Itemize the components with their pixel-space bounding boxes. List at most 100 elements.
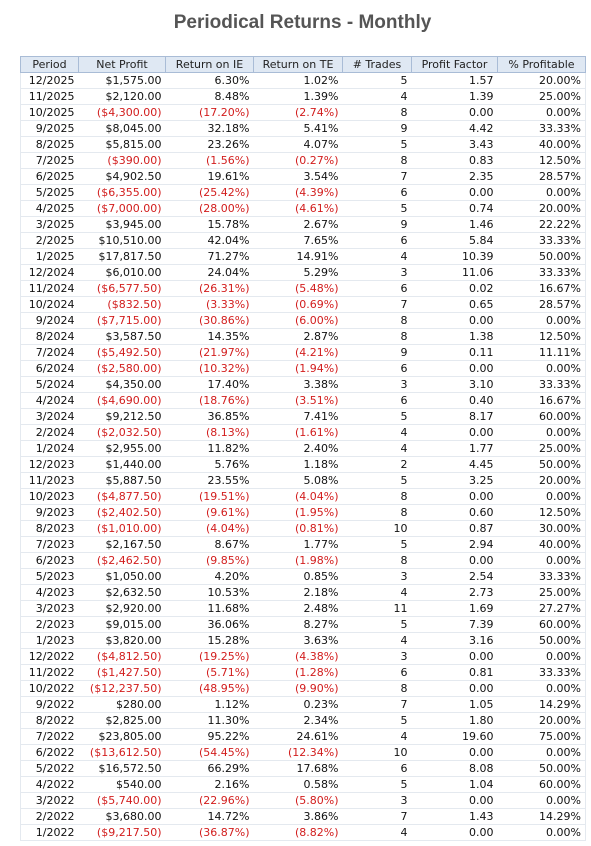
table-cell: (4.21%) — [253, 344, 343, 361]
table-cell: 0.23% — [253, 696, 343, 713]
table-cell: $10,510.00 — [78, 232, 166, 249]
table-cell: 17.68% — [253, 760, 343, 777]
table-cell: 36.06% — [165, 616, 254, 633]
table-cell: 25.00% — [497, 88, 586, 105]
table-cell: 40.00% — [497, 536, 586, 553]
table-cell: 14.35% — [165, 328, 254, 345]
table-cell: 6 — [342, 360, 412, 377]
table-cell: (9.85%) — [165, 552, 254, 569]
table-cell: 0.65 — [411, 296, 498, 313]
table-cell: 12/2024 — [20, 264, 79, 281]
table-cell: ($2,580.00) — [78, 360, 166, 377]
table-cell: 11/2022 — [20, 664, 79, 681]
table-cell: 4 — [342, 248, 412, 265]
table-row: 1/2023 $3,820.00 15.28% 3.63% 4 3.16 50.00% — [20, 632, 586, 649]
table-cell: 1.46 — [411, 216, 498, 233]
table-row: 2/2025 $10,510.00 42.04% 7.65% 6 5.84 33.33% — [20, 232, 586, 249]
table-cell: 30.00% — [497, 520, 586, 537]
table-cell: 8.08 — [411, 760, 498, 777]
table-cell: 11/2025 — [20, 88, 79, 105]
table-row: 1/2024 $2,955.00 11.82% 2.40% 4 1.77 25.00% — [20, 440, 586, 457]
table-cell: 5/2025 — [20, 184, 79, 201]
table-cell: $2,955.00 — [78, 440, 166, 457]
table-cell: 6/2025 — [20, 168, 79, 185]
table-cell: 1/2022 — [20, 824, 79, 841]
table-cell: 12/2022 — [20, 648, 79, 665]
table-cell: 3.16 — [411, 632, 498, 649]
table-cell: (48.95%) — [165, 680, 254, 697]
table-cell: 40.00% — [497, 136, 586, 153]
table-row: 8/2024 $3,587.50 14.35% 2.87% 8 1.38 12.50% — [20, 328, 586, 345]
table-cell: 1.77 — [411, 440, 498, 457]
table-cell: 60.00% — [497, 408, 586, 425]
table-cell: (5.48%) — [253, 280, 343, 297]
table-cell: 4.20% — [165, 568, 254, 585]
table-cell: 32.18% — [165, 120, 254, 137]
table-cell: 50.00% — [497, 760, 586, 777]
table-cell: 7.65% — [253, 232, 343, 249]
table-cell: 0.40 — [411, 392, 498, 409]
table-cell: 0.00% — [497, 648, 586, 665]
table-cell: 16.67% — [497, 392, 586, 409]
table-cell: 20.00% — [497, 712, 586, 729]
table-cell: 7/2022 — [20, 728, 79, 745]
table-row: 3/2022 ($5,740.00) (22.96%) (5.80%) 3 0.00 0.0… — [20, 792, 586, 809]
table-cell: 5/2022 — [20, 760, 79, 777]
table-cell: 15.78% — [165, 216, 254, 233]
table-cell: 9/2023 — [20, 504, 79, 521]
table-cell: 8 — [342, 328, 412, 345]
table-cell: (4.04%) — [165, 520, 254, 537]
table-row: 12/2022 ($4,812.50) (19.25%) (4.38%) 3 0.00 0.… — [20, 648, 586, 665]
table-cell: (10.32%) — [165, 360, 254, 377]
table-cell: 2/2025 — [20, 232, 79, 249]
table-cell: 5.76% — [165, 456, 254, 473]
table-cell: 5 — [342, 776, 412, 793]
table-cell: 11 — [342, 600, 412, 617]
table-cell: 5 — [342, 712, 412, 729]
table-cell: 3/2025 — [20, 216, 79, 233]
table-cell: 11.68% — [165, 600, 254, 617]
table-cell: (9.90%) — [253, 680, 343, 697]
table-cell: 3 — [342, 792, 412, 809]
table-cell: 8/2024 — [20, 328, 79, 345]
column-header: Return on IE — [165, 56, 254, 73]
returns-table: Period Net Profit Return on IE Return on TE… — [20, 56, 586, 841]
table-cell: (36.87%) — [165, 824, 254, 841]
table-cell: (0.81%) — [253, 520, 343, 537]
table-cell: 7/2025 — [20, 152, 79, 169]
table-row: 2/2022 $3,680.00 14.72% 3.86% 7 1.43 14.29% — [20, 808, 586, 825]
table-cell: 3/2022 — [20, 792, 79, 809]
table-cell: $3,680.00 — [78, 808, 166, 825]
table-cell: (1.61%) — [253, 424, 343, 441]
table-row: 4/2024 ($4,690.00) (18.76%) (3.51%) 6 0.40 16.… — [20, 392, 586, 409]
table-cell: 0.00% — [497, 824, 586, 841]
table-cell: 4/2025 — [20, 200, 79, 217]
table-cell: 25.00% — [497, 440, 586, 457]
table-cell: (4.61%) — [253, 200, 343, 217]
table-cell: $1,440.00 — [78, 456, 166, 473]
table-cell: 4 — [342, 728, 412, 745]
table-row: 1/2025 $17,817.50 71.27% 14.91% 4 10.39 50.00% — [20, 248, 586, 265]
title: Periodical Returns - Monthly — [173, 12, 432, 33]
table-row: 9/2025 $8,045.00 32.18% 5.41% 9 4.42 33.33% — [20, 120, 586, 137]
table-cell: 8.67% — [165, 536, 254, 553]
table-row: 7/2022 $23,805.00 95.22% 24.61% 4 19.60 75.00% — [20, 728, 586, 745]
table-row: 6/2023 ($2,462.50) (9.85%) (1.98%) 8 0.00 0.00… — [20, 552, 586, 569]
table-cell: 2/2022 — [20, 808, 79, 825]
table-cell: (3.33%) — [165, 296, 254, 313]
table-cell: 3.38% — [253, 376, 343, 393]
table-row: 4/2022 $540.00 2.16% 0.58% 5 1.04 60.00% — [20, 776, 586, 793]
table-cell: 95.22% — [165, 728, 254, 745]
table-cell: 1.02% — [253, 72, 343, 89]
table-cell: 5 — [342, 72, 412, 89]
table-cell: 6/2023 — [20, 552, 79, 569]
table-cell: (2.74%) — [253, 104, 343, 121]
table-cell: 12.50% — [497, 328, 586, 345]
table-cell: $2,120.00 — [78, 88, 166, 105]
table-cell: ($7,715.00) — [78, 312, 166, 329]
table-cell: 6 — [342, 184, 412, 201]
table-cell: 1.77% — [253, 536, 343, 553]
table-cell: 3.10 — [411, 376, 498, 393]
table-cell: 0.00 — [411, 680, 498, 697]
table-cell: 28.57% — [497, 168, 586, 185]
